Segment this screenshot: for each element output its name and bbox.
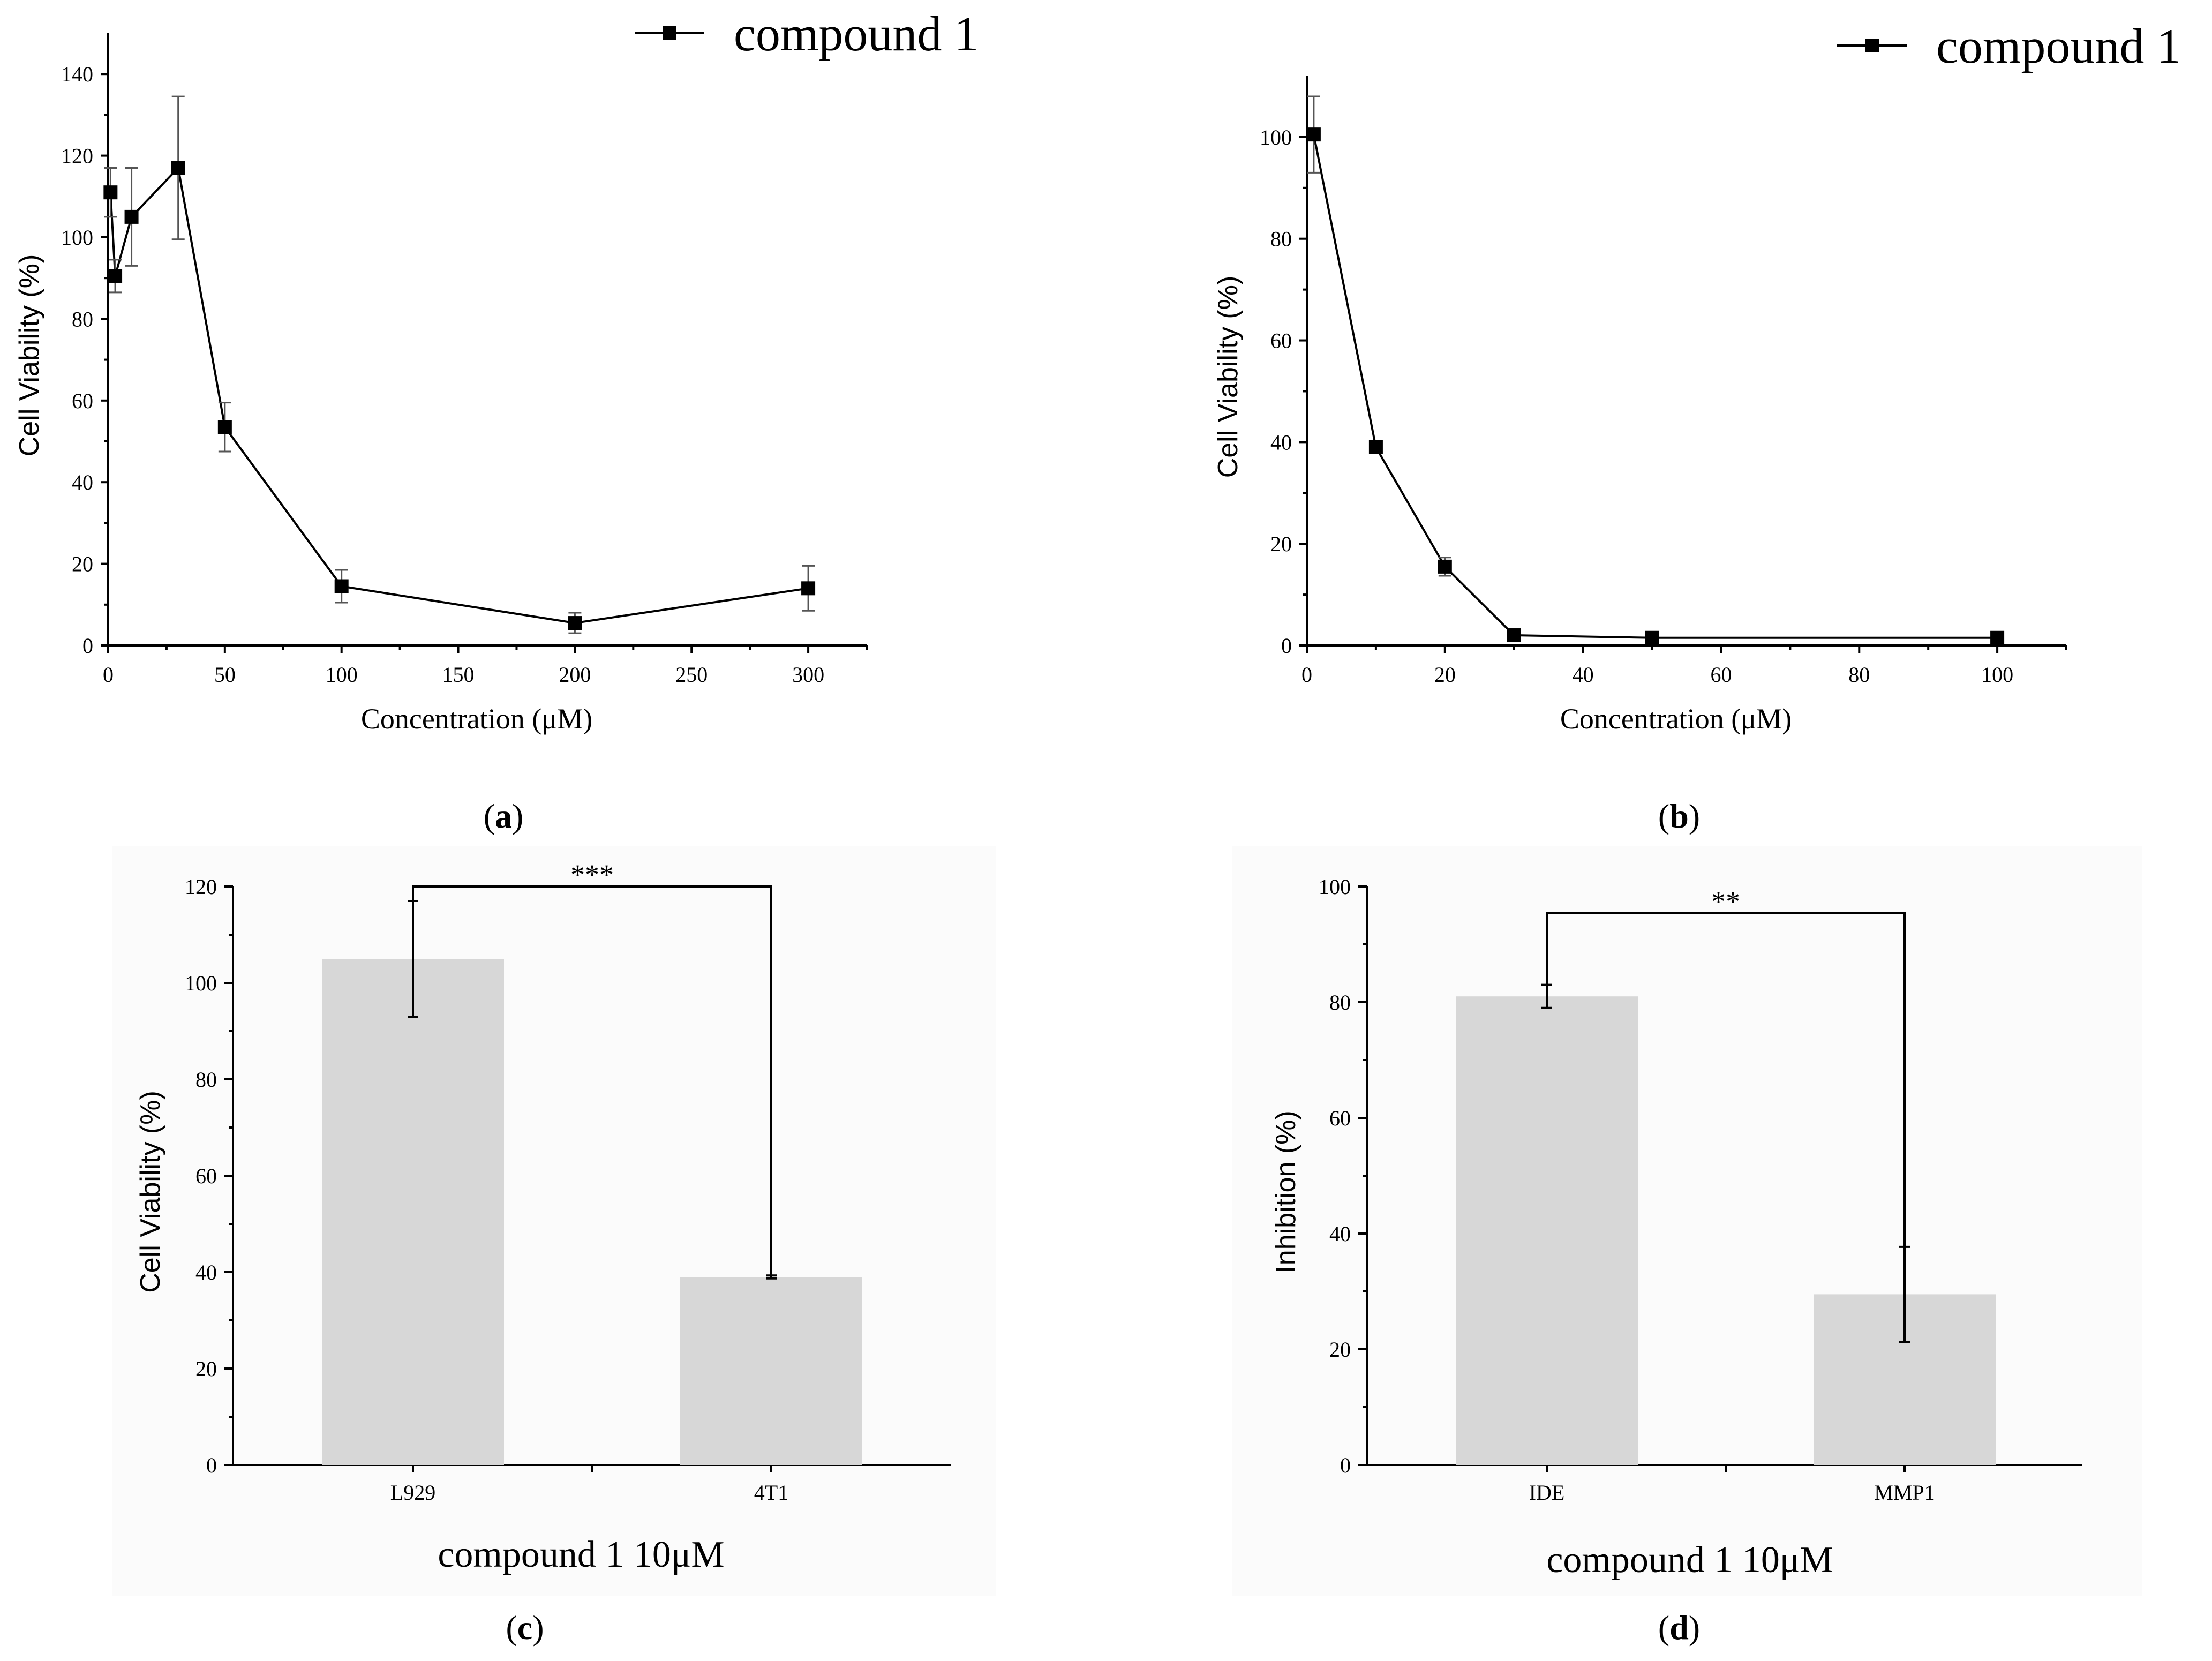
data-point [1306,127,1321,142]
chart-subtitle: compound 1 10μM [1546,1539,1833,1581]
category-label: MMP1 [1874,1480,1935,1505]
significance-bracket [412,885,772,1276]
y-axis-title: Cell Viability (%) [135,1091,166,1293]
y-tick-label: 100 [185,971,217,995]
y-tick-label: 40 [1329,1222,1351,1246]
x-tick-label: 150 [442,663,475,687]
x-tick-label: 100 [1981,663,2013,687]
panel-caption: (d) [1658,1609,1700,1647]
y-tick-label: 0 [1281,634,1292,658]
data-point [334,579,349,593]
panel-caption: (a) [484,797,524,835]
y-tick-label: 40 [72,470,93,494]
data-point [1990,630,2005,645]
panel-c-background [112,846,996,1596]
chart-subtitle: compound 1 10μM [438,1534,724,1575]
y-tick-label: 0 [206,1453,217,1477]
y-tick-label: 40 [195,1260,217,1284]
category-label: IDE [1529,1480,1565,1505]
y-tick-label: 60 [1329,1106,1351,1130]
panel-d-background [1232,846,2142,1596]
y-tick-label: 0 [1340,1453,1351,1477]
y-axis-title: Cell Viability (%) [14,254,45,457]
x-tick-label: 0 [1301,663,1312,687]
legend-label: compound 1 [1936,19,2181,73]
panel-c-bar-chart: 0 20 40 60 80 100 120 L929 4T1 *** Cell Viability … [135,859,951,1647]
data-point [103,185,118,200]
panel-caption: (c) [506,1609,544,1647]
y-tick-label: 80 [72,307,93,331]
y-tick-label: 20 [1329,1337,1351,1362]
y-tick-label: 80 [1329,990,1351,1014]
y-tick-label: 20 [72,552,93,576]
legend-marker [663,26,676,40]
legend-marker [1865,39,1879,52]
data-point [108,269,123,283]
significance-bracket [1546,912,1906,1247]
category-label: L929 [390,1480,435,1505]
data-point [1645,630,1659,645]
y-tick-label: 40 [1270,430,1292,454]
x-tick-label: 50 [214,663,236,687]
legend-label: compound 1 [734,6,979,61]
y-tick-label: 60 [195,1164,217,1188]
x-tick-label: 200 [559,663,591,687]
series-line [1312,134,1998,639]
series-line [109,166,809,625]
x-tick-label: 20 [1434,663,1456,687]
data-point [568,616,582,630]
y-tick-label: 120 [185,875,217,899]
data-point [801,581,816,596]
y-tick-label: 120 [61,144,93,168]
data-point [217,420,232,434]
y-axis-title: Inhibition (%) [1270,1110,1301,1273]
x-tick-label: 100 [326,663,358,687]
y-tick-label: 60 [1270,329,1292,353]
category-label: 4T1 [754,1480,788,1505]
bar [680,1277,862,1465]
y-tick-label: 100 [1319,875,1351,899]
x-axis-title: Concentration (μM) [1560,703,1792,735]
panel-b-line-chart: 0 20 40 60 80 100 0 20 40 60 80 100 Concentration (μ… [1213,19,2181,835]
y-tick-label: 100 [1260,125,1292,149]
y-tick-label: 80 [195,1068,217,1092]
data-point [171,161,185,175]
y-tick-label: 60 [72,389,93,413]
y-tick-label: 80 [1270,227,1292,251]
significance-label: ** [1711,885,1740,918]
x-tick-label: 40 [1573,663,1594,687]
panel-a-line-chart: 0 20 40 60 80 100 120 140 0 50 100 150 200 250 300 Conc… [14,6,979,835]
data-point [1368,440,1383,454]
y-tick-label: 20 [195,1357,217,1381]
significance-label: *** [570,859,614,891]
x-tick-label: 60 [1710,663,1732,687]
x-tick-label: 250 [675,663,708,687]
panel-d-bar-chart: 0 20 40 60 80 100 IDE MMP1 ** Inhibition (%) compo… [1270,875,2082,1647]
x-tick-label: 0 [103,663,114,687]
bar [322,959,504,1465]
data-point [124,209,139,224]
x-axis-title: Concentration (μM) [361,703,592,735]
panel-caption: (b) [1658,797,1700,835]
y-axis-title: Cell Viability (%) [1213,276,1244,478]
data-point [1438,559,1452,574]
y-tick-label: 140 [61,62,93,86]
y-tick-label: 100 [61,226,93,250]
bar [1456,996,1638,1465]
data-point [1507,628,1521,643]
y-tick-label: 20 [1270,532,1292,556]
x-tick-label: 300 [792,663,824,687]
x-tick-label: 80 [1848,663,1870,687]
y-tick-label: 0 [82,634,93,658]
